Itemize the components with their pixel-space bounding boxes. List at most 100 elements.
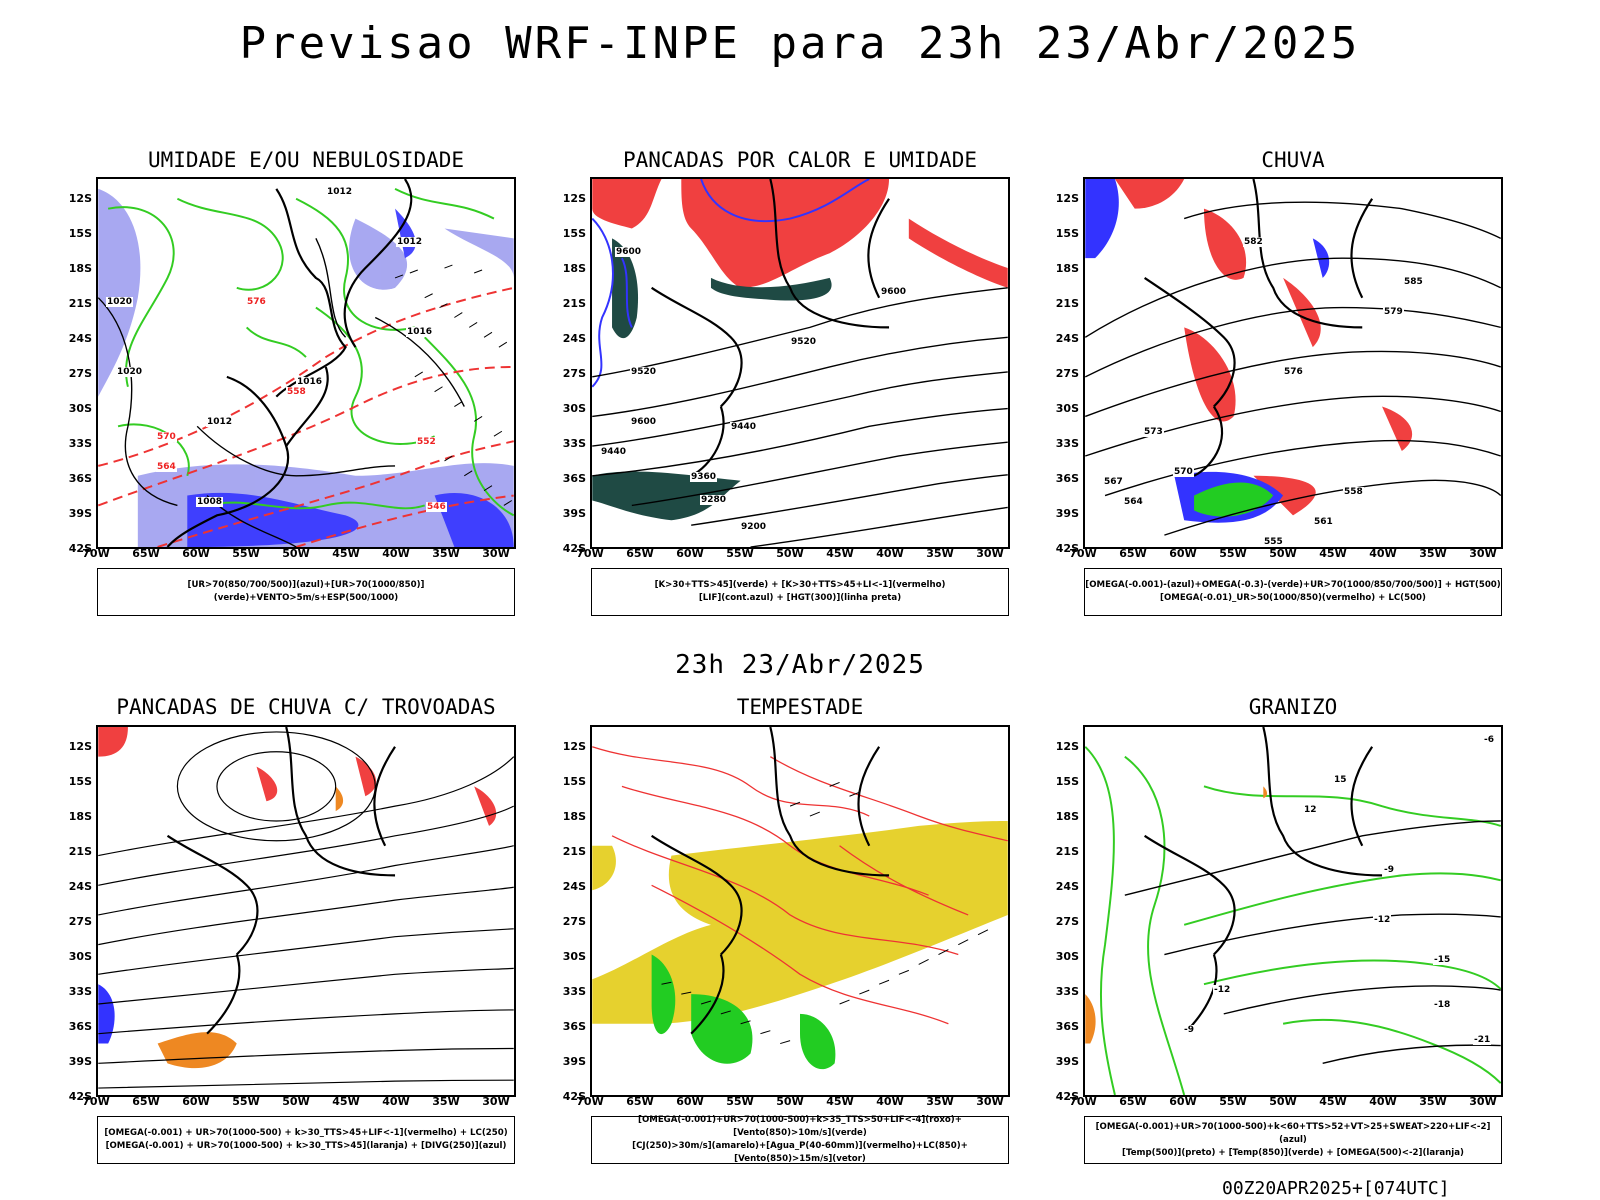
lon-tick-label: 45W bbox=[826, 1095, 854, 1108]
lat-tick-label: 36S bbox=[68, 472, 92, 485]
lon-tick-label: 45W bbox=[332, 547, 360, 560]
map-chuva-svg bbox=[1085, 179, 1501, 536]
legend-line: [OMEGA(-0.001)+UR>70(1000-500)+k>35_TTS>… bbox=[638, 1115, 962, 1138]
lon-tick-label: 55W bbox=[1219, 1095, 1247, 1108]
contour-value-label: 561 bbox=[1313, 517, 1334, 527]
lon-tick-label: 60W bbox=[1169, 547, 1197, 560]
contour-value-label: -12 bbox=[1213, 985, 1232, 995]
blue-lif-contours bbox=[592, 179, 870, 388]
lat-tick-label: 30S bbox=[562, 402, 586, 415]
lat-tick-label: 36S bbox=[562, 1020, 586, 1033]
lat-tick-label: 33S bbox=[68, 985, 92, 998]
lat-tick-label: 36S bbox=[562, 472, 586, 485]
lat-tick-label: 33S bbox=[68, 437, 92, 450]
lat-tick-label: 42S bbox=[1055, 1090, 1079, 1103]
contour-value-label: -18 bbox=[1433, 1000, 1452, 1010]
lat-tick-label: 33S bbox=[1055, 437, 1079, 450]
lat-tick-label: 39S bbox=[68, 507, 92, 520]
legend-line: [OMEGA(-0.001) + UR>70(1000-500) + k>30_… bbox=[104, 1128, 508, 1138]
panel-title-pancadas-calor: PANCADAS POR CALOR E UMIDADE bbox=[622, 148, 977, 172]
lat-tick-label: 42S bbox=[68, 1090, 92, 1103]
lat-tick-label: 33S bbox=[1055, 985, 1079, 998]
lon-tick-label: 70W bbox=[576, 547, 604, 560]
lat-tick-label: 30S bbox=[562, 950, 586, 963]
lon-tick-label: 60W bbox=[676, 1095, 704, 1108]
lat-tick-label: 15S bbox=[562, 775, 586, 788]
lon-tick-label: 60W bbox=[1169, 1095, 1197, 1108]
contour-value-label: 564 bbox=[1123, 497, 1144, 507]
run-stamp: 00Z20APR2025+[074UTC] bbox=[1222, 1178, 1450, 1199]
country-borders bbox=[1144, 179, 1374, 477]
lat-tick-label: 12S bbox=[1055, 740, 1079, 753]
legend-tempestade: [OMEGA(-0.001)+UR>70(1000-500)+k>35_TTS>… bbox=[591, 1115, 1009, 1164]
lat-tick-label: 18S bbox=[1055, 262, 1079, 275]
contour-value-label: 570 bbox=[156, 432, 177, 442]
panel-title-umidade: UMIDADE E/OU NEBULOSIDADE bbox=[147, 148, 465, 172]
lon-tick-label: 40W bbox=[1369, 1095, 1397, 1108]
contour-value-label: 558 bbox=[1343, 487, 1364, 497]
lon-tick-label: 45W bbox=[1319, 547, 1347, 560]
hgt500-contours bbox=[1085, 201, 1501, 536]
lat-tick-label: 39S bbox=[562, 507, 586, 520]
contour-value-label: -9 bbox=[1183, 1025, 1195, 1035]
lat-tick-label: 15S bbox=[68, 775, 92, 788]
legend-line: [OMEGA(-0.001) + UR>70(1000-500) + k>30_… bbox=[105, 1141, 507, 1151]
lon-tick-label: 55W bbox=[232, 1095, 260, 1108]
panel-title-chuva: CHUVA bbox=[1261, 148, 1325, 172]
lat-tick-label: 27S bbox=[562, 915, 586, 928]
panel-title-tempestade: TEMPESTADE bbox=[736, 695, 864, 719]
lon-tick-label: 35W bbox=[1419, 547, 1447, 560]
mid-date-label: 23h 23/Abr/2025 bbox=[675, 650, 925, 680]
lat-tick-label: 24S bbox=[68, 332, 92, 345]
country-borders bbox=[166, 727, 396, 1035]
map-granizo-svg bbox=[1085, 727, 1501, 1095]
lon-tick-label: 65W bbox=[132, 1095, 160, 1108]
lon-tick-label: 55W bbox=[726, 1095, 754, 1108]
red-rain-areas bbox=[1114, 179, 1413, 516]
lat-tick-label: 21S bbox=[1055, 845, 1079, 858]
lon-tick-label: 65W bbox=[1119, 547, 1147, 560]
lat-tick-label: 18S bbox=[68, 262, 92, 275]
yellow-jet-areas bbox=[592, 820, 1008, 1024]
lon-tick-label: 65W bbox=[1119, 1095, 1147, 1108]
red-thickness-contours bbox=[98, 286, 514, 547]
contour-value-label: 570 bbox=[1173, 467, 1194, 477]
panel-title-granizo: GRANIZO bbox=[1248, 695, 1338, 719]
hgt300-contours bbox=[592, 287, 1008, 547]
darkgreen-instability-areas bbox=[592, 238, 832, 521]
contour-value-label: 9440 bbox=[600, 447, 628, 457]
lon-tick-label: 50W bbox=[282, 1095, 310, 1108]
contour-value-label: 576 bbox=[1283, 367, 1304, 377]
legend-line: [Temp(500)](preto) + [Temp(850)](verde) … bbox=[1122, 1147, 1464, 1158]
lon-tick-label: 45W bbox=[332, 1095, 360, 1108]
lon-tick-label: 65W bbox=[626, 1095, 654, 1108]
orange-omega-areas bbox=[1085, 786, 1268, 1044]
contour-value-label: 573 bbox=[1143, 427, 1164, 437]
lat-tick-label: 24S bbox=[562, 332, 586, 345]
contour-value-label: 1012 bbox=[396, 237, 424, 247]
lat-tick-label: 12S bbox=[1055, 192, 1079, 205]
lat-tick-label: 42S bbox=[562, 542, 586, 555]
contour-value-label: 1008 bbox=[196, 497, 224, 507]
lat-tick-label: 21S bbox=[68, 297, 92, 310]
contour-value-label: 9600 bbox=[880, 287, 908, 297]
lon-tick-label: 40W bbox=[876, 547, 904, 560]
lat-tick-label: 18S bbox=[562, 810, 586, 823]
contour-value-label: 564 bbox=[156, 462, 177, 472]
blue-divergence-areas bbox=[98, 984, 115, 1044]
lon-tick-label: 70W bbox=[82, 1095, 110, 1108]
page-title: Previsao WRF-INPE para 23h 23/Abr/2025 bbox=[239, 18, 1361, 69]
lat-tick-label: 30S bbox=[68, 402, 92, 415]
map-granizo bbox=[1083, 725, 1503, 1097]
map-umidade-svg bbox=[98, 179, 514, 547]
lat-tick-label: 39S bbox=[1055, 1055, 1079, 1068]
legend-line: [K>30+TTS>45](verde) + [K>30+TTS>45+LI<-… bbox=[654, 580, 946, 590]
contour-value-label: -6 bbox=[1483, 735, 1495, 745]
contour-value-label: 576 bbox=[246, 297, 267, 307]
contour-value-label: 582 bbox=[1243, 237, 1264, 247]
blue-humidity-core bbox=[187, 208, 514, 547]
lat-tick-label: 15S bbox=[562, 227, 586, 240]
lat-tick-label: 42S bbox=[68, 542, 92, 555]
lat-tick-label: 27S bbox=[68, 367, 92, 380]
lon-tick-label: 70W bbox=[576, 1095, 604, 1108]
